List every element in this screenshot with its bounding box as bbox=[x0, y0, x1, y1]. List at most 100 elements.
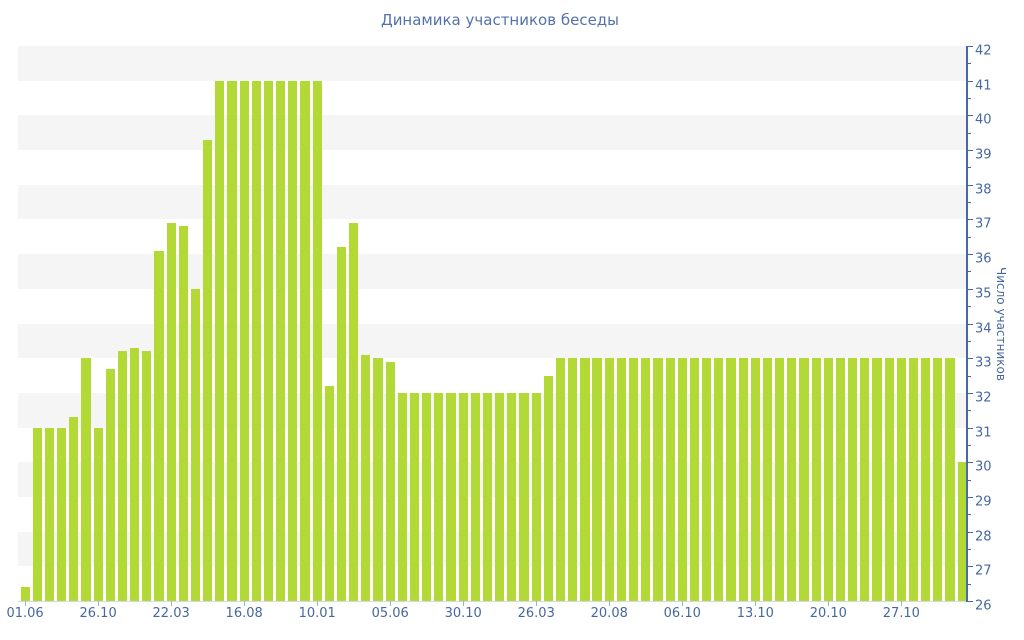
bar[interactable] bbox=[166, 222, 176, 601]
x-tick-label: 20.10 bbox=[809, 606, 847, 621]
bar[interactable] bbox=[434, 392, 444, 601]
bar[interactable] bbox=[373, 358, 383, 601]
bar[interactable] bbox=[799, 358, 809, 601]
x-tick-label: 13.10 bbox=[736, 606, 774, 621]
y-major-tick bbox=[968, 150, 973, 152]
bar[interactable] bbox=[689, 358, 700, 601]
y-minor-tick bbox=[968, 479, 971, 481]
bar[interactable] bbox=[738, 358, 748, 601]
bar[interactable] bbox=[957, 462, 967, 601]
bar[interactable] bbox=[860, 358, 870, 601]
bar[interactable] bbox=[81, 358, 91, 601]
bar[interactable] bbox=[239, 80, 249, 601]
bar[interactable] bbox=[714, 358, 724, 601]
y-tick-label: 30 bbox=[975, 459, 992, 475]
bar[interactable] bbox=[677, 358, 687, 601]
bar[interactable] bbox=[629, 358, 639, 601]
bar[interactable] bbox=[20, 587, 30, 601]
bar[interactable] bbox=[203, 139, 213, 601]
bar[interactable] bbox=[458, 392, 468, 601]
y-tick-label: 40 bbox=[975, 112, 992, 128]
bar[interactable] bbox=[130, 347, 140, 601]
stripe-band bbox=[18, 392, 967, 428]
bar[interactable] bbox=[57, 427, 67, 601]
bar[interactable] bbox=[324, 385, 334, 601]
bar[interactable] bbox=[835, 358, 846, 601]
bar[interactable] bbox=[276, 80, 286, 601]
bar[interactable] bbox=[665, 358, 675, 601]
bar[interactable] bbox=[531, 392, 541, 601]
bar[interactable] bbox=[397, 392, 407, 601]
bar[interactable] bbox=[409, 392, 420, 601]
bar[interactable] bbox=[641, 358, 651, 601]
y-major-tick bbox=[968, 462, 973, 464]
x-axis-tick bbox=[463, 601, 465, 606]
bar[interactable] bbox=[884, 358, 894, 601]
bar[interactable] bbox=[117, 351, 128, 601]
bar[interactable] bbox=[568, 358, 578, 601]
y-minor-tick bbox=[968, 444, 971, 446]
y-major-tick bbox=[968, 531, 973, 533]
bar[interactable] bbox=[848, 358, 858, 601]
bar[interactable] bbox=[349, 222, 359, 601]
stripe-band bbox=[18, 323, 967, 359]
bar[interactable] bbox=[215, 80, 225, 601]
bar[interactable] bbox=[543, 375, 553, 601]
bar[interactable] bbox=[32, 427, 42, 601]
bar[interactable] bbox=[312, 80, 322, 601]
bar[interactable] bbox=[921, 358, 931, 601]
bar[interactable] bbox=[908, 358, 919, 601]
bar[interactable] bbox=[945, 358, 955, 601]
bar[interactable] bbox=[495, 392, 505, 601]
bar[interactable] bbox=[263, 80, 274, 601]
bar[interactable] bbox=[482, 392, 493, 601]
bar[interactable] bbox=[105, 368, 115, 601]
y-tick-label: 27 bbox=[975, 563, 992, 579]
bar[interactable] bbox=[300, 80, 310, 601]
bar[interactable] bbox=[762, 358, 773, 601]
bar[interactable] bbox=[580, 358, 590, 601]
bar[interactable] bbox=[811, 358, 821, 601]
y-minor-tick bbox=[968, 271, 971, 273]
x-tick-label: 26.10 bbox=[79, 606, 117, 621]
x-tick-label: 20.08 bbox=[590, 606, 628, 621]
bar[interactable] bbox=[385, 361, 395, 601]
bar[interactable] bbox=[726, 358, 736, 601]
y-major-tick bbox=[968, 115, 973, 117]
bar[interactable] bbox=[227, 80, 237, 601]
bar[interactable] bbox=[178, 226, 188, 601]
y-major-tick bbox=[968, 496, 973, 498]
bar[interactable] bbox=[933, 358, 943, 601]
y-major-tick bbox=[968, 254, 973, 256]
bar[interactable] bbox=[519, 392, 529, 601]
bar[interactable] bbox=[288, 80, 298, 601]
bar[interactable] bbox=[592, 358, 602, 601]
bar[interactable] bbox=[872, 358, 882, 601]
bar[interactable] bbox=[555, 358, 566, 601]
bar[interactable] bbox=[154, 250, 164, 601]
bar[interactable] bbox=[507, 392, 517, 601]
bar[interactable] bbox=[69, 417, 79, 601]
bar[interactable] bbox=[142, 351, 152, 601]
bar[interactable] bbox=[702, 358, 712, 601]
bar[interactable] bbox=[750, 358, 760, 601]
bar[interactable] bbox=[190, 288, 201, 601]
bar[interactable] bbox=[616, 358, 627, 601]
bar[interactable] bbox=[44, 427, 55, 601]
bar[interactable] bbox=[775, 358, 785, 601]
bar[interactable] bbox=[653, 358, 663, 601]
bar[interactable] bbox=[787, 358, 797, 601]
bar[interactable] bbox=[336, 247, 347, 601]
bar[interactable] bbox=[823, 358, 833, 601]
bar[interactable] bbox=[470, 392, 480, 601]
bar[interactable] bbox=[604, 358, 614, 601]
y-tick-label: 34 bbox=[975, 320, 992, 336]
bar[interactable] bbox=[251, 80, 261, 601]
bar[interactable] bbox=[446, 392, 456, 601]
bar[interactable] bbox=[361, 354, 371, 601]
bar[interactable] bbox=[896, 358, 906, 601]
x-axis-tick bbox=[25, 601, 27, 606]
bar[interactable] bbox=[422, 392, 432, 601]
bar[interactable] bbox=[93, 427, 103, 601]
